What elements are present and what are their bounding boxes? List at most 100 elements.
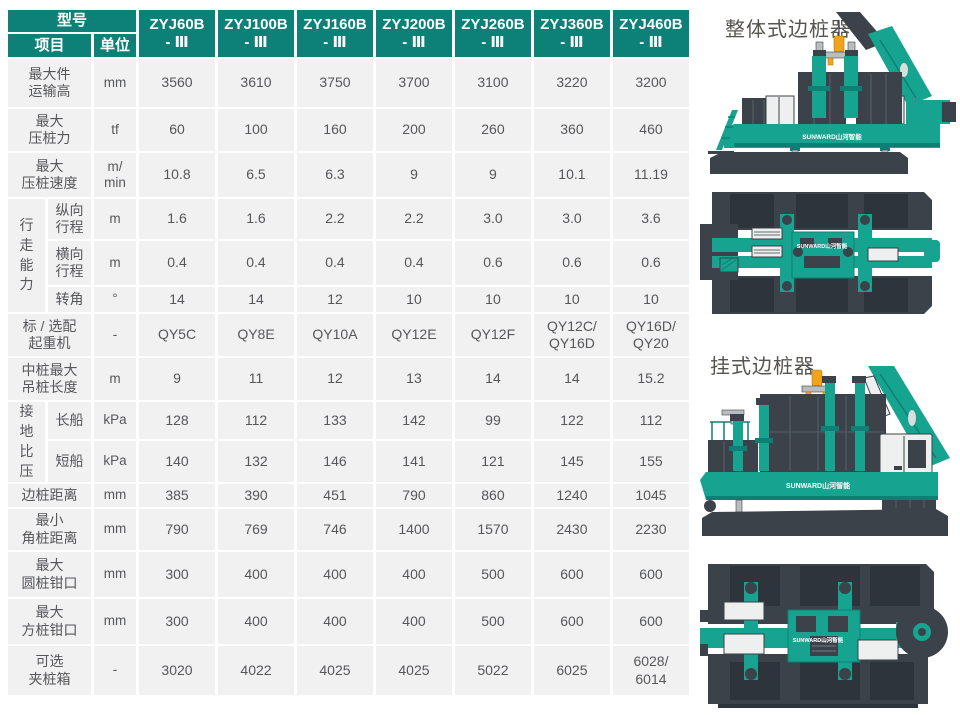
- row-label-cell: 转角: [48, 287, 91, 312]
- deck-grille: [751, 227, 783, 240]
- value-cell: 11: [218, 358, 294, 400]
- value-cell: 1045: [612, 484, 689, 507]
- value-cell: 133: [296, 402, 373, 439]
- value-cell: 4022: [218, 646, 294, 695]
- spec-row: 最大 方桩钳口 mm 300 400 400 400 500 600 600: [8, 599, 689, 644]
- deck-panel: [723, 601, 765, 621]
- value-cell: 300: [139, 599, 215, 644]
- brand-logo-text: SUNWARD山河智能: [802, 132, 862, 141]
- value-cell: 260: [454, 109, 531, 151]
- brand-logo-text: SUNWARD山河智能: [797, 242, 848, 250]
- cab-window: [908, 440, 926, 468]
- value-cell: 400: [296, 599, 373, 644]
- value-cell: 860: [454, 484, 531, 507]
- value-cell: 12: [296, 358, 373, 400]
- value-cell: 2.2: [296, 199, 373, 239]
- deck-panel: [867, 247, 899, 262]
- value-cell: 746: [296, 509, 373, 550]
- value-cell: 385: [139, 484, 215, 507]
- value-cell: 600: [612, 552, 689, 597]
- unit-cell: -: [94, 314, 137, 356]
- value-cell: 10: [375, 287, 452, 312]
- model-header-cell: ZYJ160B - Ⅲ: [296, 10, 373, 57]
- row-label-cell: 标 / 选配 起重机: [8, 314, 91, 356]
- brand-logo-text: SUNWARD山河智能: [793, 636, 844, 644]
- value-cell: 460: [612, 109, 689, 151]
- value-cell: 0.4: [218, 241, 294, 285]
- spec-table: 型号 ZYJ60B - Ⅲ ZYJ100B - Ⅲ ZYJ160B - Ⅲ ZYJ200…: [5, 8, 692, 697]
- chassis-beam: [724, 124, 940, 148]
- value-cell: 14: [139, 287, 215, 312]
- row-label-cell: 最大 压桩力: [8, 109, 91, 151]
- value-cell: 0.4: [296, 241, 373, 285]
- caption-integral-side-piler: 整体式边桩器: [725, 19, 851, 41]
- counterweight-stack: [856, 72, 902, 128]
- clamp-tower: [744, 582, 758, 680]
- unit-cell: tf: [94, 109, 137, 151]
- value-cell: 9: [139, 358, 215, 400]
- value-cell: 390: [218, 484, 294, 507]
- model-header-cell: ZYJ260B - Ⅲ: [454, 10, 531, 57]
- row-label-cell: 长船: [48, 402, 91, 439]
- unit-cell: mm: [94, 484, 137, 507]
- value-cell: 400: [218, 599, 294, 644]
- value-cell: 500: [454, 552, 531, 597]
- value-cell: 9: [454, 153, 531, 197]
- access-ladder: [716, 110, 738, 150]
- group-label-cell: 接 地 比 压: [8, 402, 45, 482]
- row-label-cell: 短船: [48, 441, 91, 482]
- value-cell: QY12E: [375, 314, 452, 356]
- value-cell: QY12C/ QY16D: [533, 314, 610, 356]
- value-cell: 112: [612, 402, 689, 439]
- row-label-cell: 最大件 运输高: [8, 59, 91, 107]
- value-cell: 3560: [139, 59, 215, 107]
- row-label-cell: 纵向 行程: [48, 199, 91, 239]
- value-cell: 400: [296, 552, 373, 597]
- base-pontoon: [702, 509, 948, 536]
- unit-label-cell: 单位: [94, 34, 137, 57]
- clamp-tower: [780, 214, 794, 292]
- operator-cab-frame: [765, 95, 795, 129]
- value-cell: QY12F: [454, 314, 531, 356]
- unit-cell: mm: [94, 509, 137, 550]
- value-cell: 6.3: [296, 153, 373, 197]
- value-cell: 122: [533, 402, 610, 439]
- value-cell: 500: [454, 599, 531, 644]
- spec-row: 行 走 能 力纵向 行程 m 1.6 1.6 2.2 2.2 3.0 3.0 3.6: [8, 199, 689, 312]
- value-cell: 141: [375, 441, 452, 482]
- counterweight-stack: [760, 394, 886, 472]
- unit-cell: mm: [94, 59, 137, 107]
- unit-cell: kPa: [94, 441, 137, 482]
- value-cell: 60: [139, 109, 215, 151]
- value-cell: 155: [612, 441, 689, 482]
- value-cell: 146: [296, 441, 373, 482]
- unit-cell: m: [94, 199, 137, 239]
- value-cell: 400: [218, 552, 294, 597]
- value-cell: 3.0: [533, 199, 610, 239]
- value-cell: 3.6: [612, 199, 689, 239]
- spec-row: 最小 角桩距离 mm 790 769 746 1400 1570 2430 2230: [8, 509, 689, 550]
- row-label-cell: 最小 角桩距离: [8, 509, 91, 550]
- unit-cell: °: [94, 287, 137, 312]
- model-header-cell: ZYJ200B - Ⅲ: [375, 10, 452, 57]
- integral-piler-top-view: SUNWARD山河智能: [700, 192, 940, 314]
- value-cell: 14: [533, 358, 610, 400]
- value-cell: 0.6: [612, 241, 689, 285]
- value-cell: 10.1: [533, 153, 610, 197]
- value-cell: 0.6: [533, 241, 610, 285]
- value-cell: 15.2: [612, 358, 689, 400]
- figures-panel: 整体式边桩器: [692, 0, 960, 715]
- value-cell: 3220: [533, 59, 610, 107]
- row-label-cell: 中桩最大 吊桩长度: [8, 358, 91, 400]
- caption-hanging-side-piler: 挂式边桩器: [710, 356, 815, 378]
- model-header-cell: ZYJ460B - Ⅲ: [612, 10, 689, 57]
- value-cell: 6025: [533, 646, 610, 695]
- value-cell: 6028/ 6014: [612, 646, 689, 695]
- spec-row: 接 地 比 压长船 kPa 128 112 133 142 99 122 112: [8, 402, 689, 482]
- group-label-cell: 行 走 能 力: [8, 199, 45, 312]
- value-cell: QY5C: [139, 314, 215, 356]
- value-cell: 10: [612, 287, 689, 312]
- value-cell: 600: [533, 599, 610, 644]
- spec-row: 短船 kPa 140 132 146 141 121 145 155: [8, 441, 689, 482]
